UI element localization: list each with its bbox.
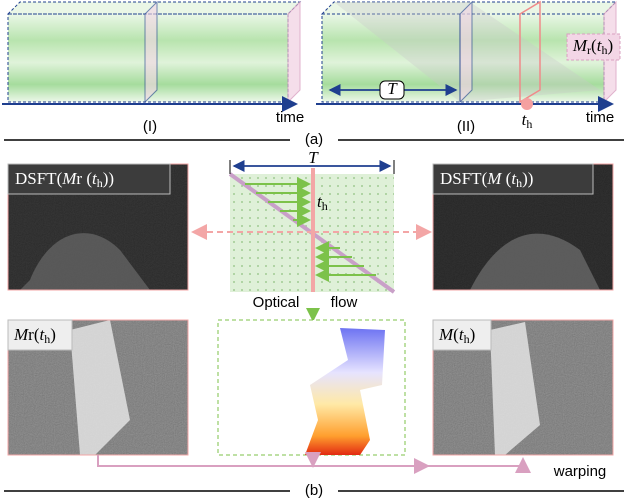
- text-segment: M: [61, 169, 77, 188]
- text-segment: M: [438, 325, 454, 344]
- text-segment: )): [522, 169, 533, 188]
- axis-label: time: [276, 109, 304, 126]
- text-segment: ): [607, 36, 613, 55]
- warp-arrows: [98, 455, 523, 466]
- axis-label: time: [586, 109, 614, 126]
- text-segment: M: [572, 36, 588, 55]
- flow-label: flow: [331, 294, 358, 311]
- sub-label: (II): [457, 118, 475, 135]
- text-segment: DSFT(: [15, 169, 63, 188]
- volume-left: [8, 2, 300, 102]
- flow-image: [218, 320, 405, 455]
- panel-label: (a): [305, 131, 323, 148]
- text-segment: M: [486, 169, 502, 188]
- warp-label: warping: [553, 463, 607, 480]
- time-point-label: th: [522, 110, 533, 131]
- text-segment: (: [501, 169, 511, 188]
- window-label: T: [308, 148, 319, 167]
- time-point: [521, 98, 533, 110]
- window-label: T: [387, 79, 398, 98]
- text-segment: )): [103, 169, 114, 188]
- text-segment: DSFT(: [440, 169, 488, 188]
- window-diagram: [193, 160, 430, 320]
- text-segment: (: [82, 169, 92, 188]
- image-label: M(th): [438, 325, 475, 346]
- text-segment: h: [526, 117, 532, 131]
- text-segment: ): [50, 325, 56, 344]
- panel-label: (b): [305, 482, 323, 499]
- text-segment: M: [13, 325, 29, 344]
- sub-label: (I): [143, 118, 157, 135]
- text-segment: ): [470, 325, 476, 344]
- volume-label: Mr(th): [572, 36, 613, 57]
- image-label: Mr(th): [13, 325, 56, 346]
- figure: time (I) T th Mr(th) time (II) (a) DSFT(…: [0, 0, 628, 503]
- text-segment: h: [322, 199, 328, 213]
- flow-label: Optical: [253, 294, 300, 311]
